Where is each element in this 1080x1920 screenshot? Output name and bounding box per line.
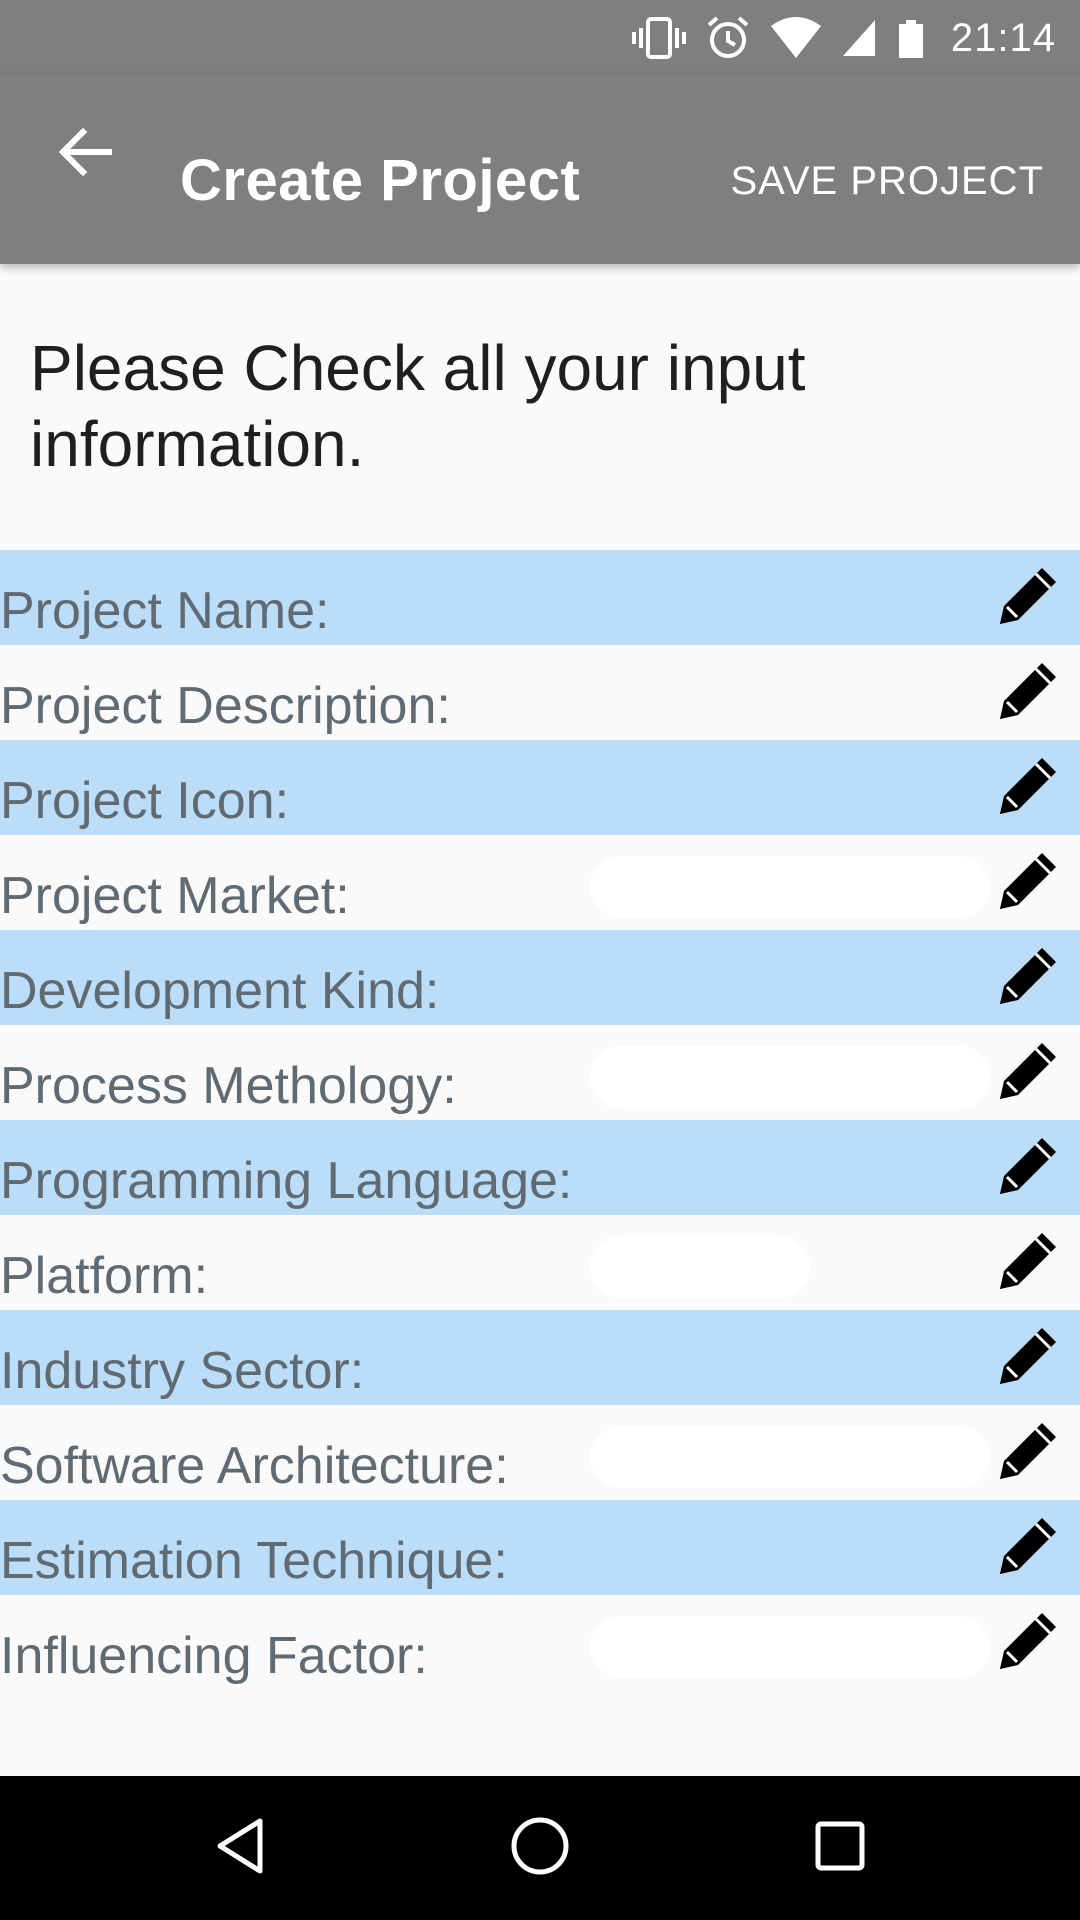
edit-button[interactable] — [992, 655, 1066, 729]
pencil-icon — [996, 752, 1062, 823]
alarm-icon — [705, 15, 751, 61]
status-bar: 21:14 — [0, 0, 1080, 75]
field-label: Industry Sector: — [0, 1342, 365, 1400]
field-label: Project Market: — [0, 867, 350, 925]
back-button[interactable] — [40, 109, 130, 199]
edit-button[interactable] — [992, 845, 1066, 919]
status-time: 21:14 — [950, 15, 1056, 60]
field-label: Process Methology: — [0, 1057, 457, 1115]
pencil-icon — [996, 847, 1062, 918]
pencil-icon — [996, 1607, 1062, 1678]
edit-button[interactable] — [992, 1225, 1066, 1299]
field-row: Project Icon: — [0, 740, 1080, 835]
field-row: Development Kind: — [0, 930, 1080, 1025]
pencil-icon — [996, 562, 1062, 633]
wifi-icon — [769, 16, 823, 60]
nav-back-button[interactable] — [204, 1812, 276, 1884]
field-row: Process Methology: — [0, 1025, 1080, 1120]
vibrate-icon — [631, 16, 687, 60]
edit-button[interactable] — [992, 1415, 1066, 1489]
save-project-button[interactable]: SAVE PROJECT — [730, 159, 1044, 203]
edit-button[interactable] — [992, 1035, 1066, 1109]
field-row: Software Architecture: — [0, 1405, 1080, 1500]
field-row: Industry Sector: — [0, 1310, 1080, 1405]
pencil-icon — [996, 1512, 1062, 1583]
field-value — [590, 1426, 990, 1488]
field-list: Project Name: Project Description: Project… — [0, 550, 1080, 1690]
edit-button[interactable] — [992, 1130, 1066, 1204]
arrow-left-icon — [57, 127, 113, 182]
field-row: Estimation Technique: — [0, 1500, 1080, 1595]
cell-signal-icon — [841, 18, 877, 58]
field-label: Project Name: — [0, 582, 330, 640]
page-title: Create Project — [180, 148, 581, 213]
field-value — [590, 1236, 810, 1298]
field-value — [590, 1046, 990, 1108]
pencil-icon — [996, 657, 1062, 728]
field-label: Estimation Technique: — [0, 1532, 508, 1590]
field-row: Influencing Factor: — [0, 1595, 1080, 1690]
field-label: Programming Language: — [0, 1152, 573, 1210]
back-triangle-icon — [212, 1816, 268, 1881]
field-label: Development Kind: — [0, 962, 440, 1020]
recents-square-icon — [813, 1819, 867, 1878]
edit-button[interactable] — [992, 1320, 1066, 1394]
app-bar: Create Project SAVE PROJECT — [0, 75, 1080, 264]
edit-button[interactable] — [992, 940, 1066, 1014]
home-circle-icon — [509, 1815, 571, 1882]
pencil-icon — [996, 1322, 1062, 1393]
field-value — [590, 856, 990, 918]
field-value — [590, 1616, 990, 1678]
status-icons: 21:14 — [631, 8, 1056, 68]
field-row: Project Market: — [0, 835, 1080, 930]
field-label: Project Description: — [0, 677, 451, 735]
edit-button[interactable] — [992, 560, 1066, 634]
pencil-icon — [996, 1132, 1062, 1203]
field-row: Programming Language: — [0, 1120, 1080, 1215]
field-label: Influencing Factor: — [0, 1627, 428, 1685]
edit-button[interactable] — [992, 750, 1066, 824]
pencil-icon — [996, 1037, 1062, 1108]
nav-recents-button[interactable] — [804, 1812, 876, 1884]
navigation-bar — [0, 1776, 1080, 1920]
field-row: Platform: — [0, 1215, 1080, 1310]
edit-button[interactable] — [992, 1605, 1066, 1679]
field-label: Software Architecture: — [0, 1437, 509, 1495]
edit-button[interactable] — [992, 1510, 1066, 1584]
nav-home-button[interactable] — [504, 1812, 576, 1884]
battery-icon — [895, 18, 927, 58]
field-row: Project Description: — [0, 645, 1080, 740]
instruction-text: Please Check all your input information. — [30, 332, 806, 480]
pencil-icon — [996, 942, 1062, 1013]
pencil-icon — [996, 1227, 1062, 1298]
pencil-icon — [996, 1417, 1062, 1488]
field-row: Project Name: — [0, 550, 1080, 645]
field-label: Platform: — [0, 1247, 209, 1305]
field-label: Project Icon: — [0, 772, 290, 830]
